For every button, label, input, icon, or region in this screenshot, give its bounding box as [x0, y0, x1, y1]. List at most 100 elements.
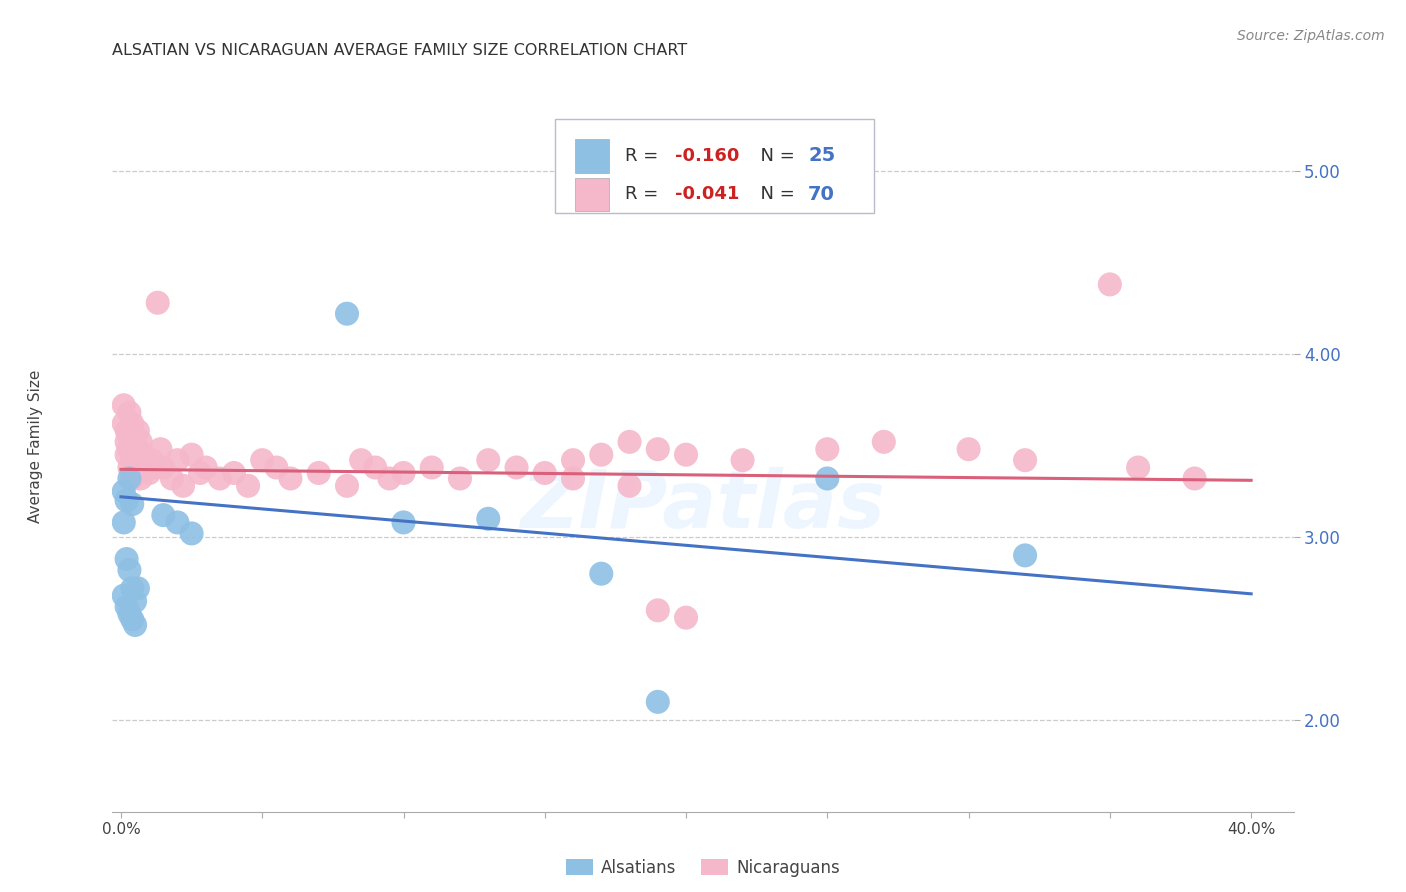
Point: [420, 460, 443, 475]
Point: [124, 448, 146, 462]
Text: -0.160: -0.160: [675, 147, 740, 165]
Point: [124, 618, 146, 632]
Text: Source: ZipAtlas.com: Source: ZipAtlas.com: [1237, 29, 1385, 43]
Point: [121, 582, 143, 596]
Point: [873, 434, 896, 449]
Point: [152, 508, 174, 522]
Point: [336, 307, 359, 321]
Point: [280, 471, 302, 485]
Point: [152, 460, 174, 475]
Point: [141, 453, 163, 467]
Point: [1014, 549, 1036, 563]
Point: [118, 460, 141, 475]
Text: 25: 25: [808, 146, 835, 166]
Point: [172, 479, 194, 493]
Text: Average Family Size: Average Family Size: [28, 369, 42, 523]
Point: [118, 471, 141, 485]
Point: [121, 417, 143, 431]
Point: [138, 466, 160, 480]
Point: [392, 466, 415, 480]
Point: [1126, 460, 1149, 475]
Point: [180, 448, 202, 462]
Point: [194, 460, 217, 475]
Text: -0.041: -0.041: [675, 186, 740, 203]
Point: [115, 493, 138, 508]
Point: [118, 442, 141, 457]
Point: [562, 453, 585, 467]
Point: [533, 466, 555, 480]
Point: [121, 471, 143, 485]
Point: [135, 457, 157, 471]
Point: [350, 453, 373, 467]
Point: [115, 599, 138, 614]
Point: [129, 434, 152, 449]
Text: 70: 70: [808, 185, 835, 203]
Point: [127, 582, 149, 596]
Point: [815, 471, 838, 485]
Point: [222, 466, 245, 480]
Text: N =: N =: [749, 186, 800, 203]
Point: [166, 453, 188, 467]
Point: [266, 460, 288, 475]
Point: [336, 479, 359, 493]
Point: [124, 429, 146, 443]
Point: [127, 424, 149, 438]
Point: [1098, 277, 1121, 292]
Point: [957, 442, 980, 457]
Point: [647, 695, 669, 709]
Point: [115, 448, 138, 462]
Point: [308, 466, 330, 480]
Point: [477, 512, 499, 526]
Point: [118, 563, 141, 577]
Point: [143, 460, 166, 475]
Point: [252, 453, 274, 467]
Point: [675, 448, 697, 462]
Point: [115, 424, 138, 438]
Point: [115, 552, 138, 566]
Point: [591, 566, 613, 581]
Text: N =: N =: [749, 147, 800, 165]
Point: [118, 429, 141, 443]
Point: [121, 453, 143, 467]
Point: [392, 516, 415, 530]
Point: [731, 453, 754, 467]
FancyBboxPatch shape: [575, 178, 609, 211]
Point: [118, 406, 141, 420]
Text: ALSATIAN VS NICARAGUAN AVERAGE FAMILY SIZE CORRELATION CHART: ALSATIAN VS NICARAGUAN AVERAGE FAMILY SI…: [112, 43, 688, 58]
Point: [188, 466, 211, 480]
Point: [236, 479, 259, 493]
Point: [132, 448, 155, 462]
Point: [146, 295, 169, 310]
Point: [129, 471, 152, 485]
Point: [112, 589, 135, 603]
Point: [121, 497, 143, 511]
Point: [562, 471, 585, 485]
Point: [118, 607, 141, 621]
Point: [149, 442, 172, 457]
Point: [115, 434, 138, 449]
Point: [505, 460, 527, 475]
Text: R =: R =: [626, 147, 664, 165]
Point: [166, 516, 188, 530]
Point: [112, 516, 135, 530]
Point: [647, 442, 669, 457]
Point: [815, 442, 838, 457]
Point: [364, 460, 387, 475]
Point: [124, 594, 146, 608]
Point: [124, 466, 146, 480]
Point: [121, 434, 143, 449]
Point: [675, 610, 697, 624]
Point: [160, 471, 183, 485]
Point: [378, 471, 401, 485]
Text: ZIPatlas: ZIPatlas: [520, 467, 886, 545]
Point: [127, 460, 149, 475]
Point: [121, 612, 143, 626]
Point: [180, 526, 202, 541]
Point: [112, 417, 135, 431]
Point: [1014, 453, 1036, 467]
Point: [647, 603, 669, 617]
Text: R =: R =: [626, 186, 664, 203]
FancyBboxPatch shape: [575, 139, 609, 173]
Point: [1184, 471, 1206, 485]
Point: [112, 398, 135, 412]
